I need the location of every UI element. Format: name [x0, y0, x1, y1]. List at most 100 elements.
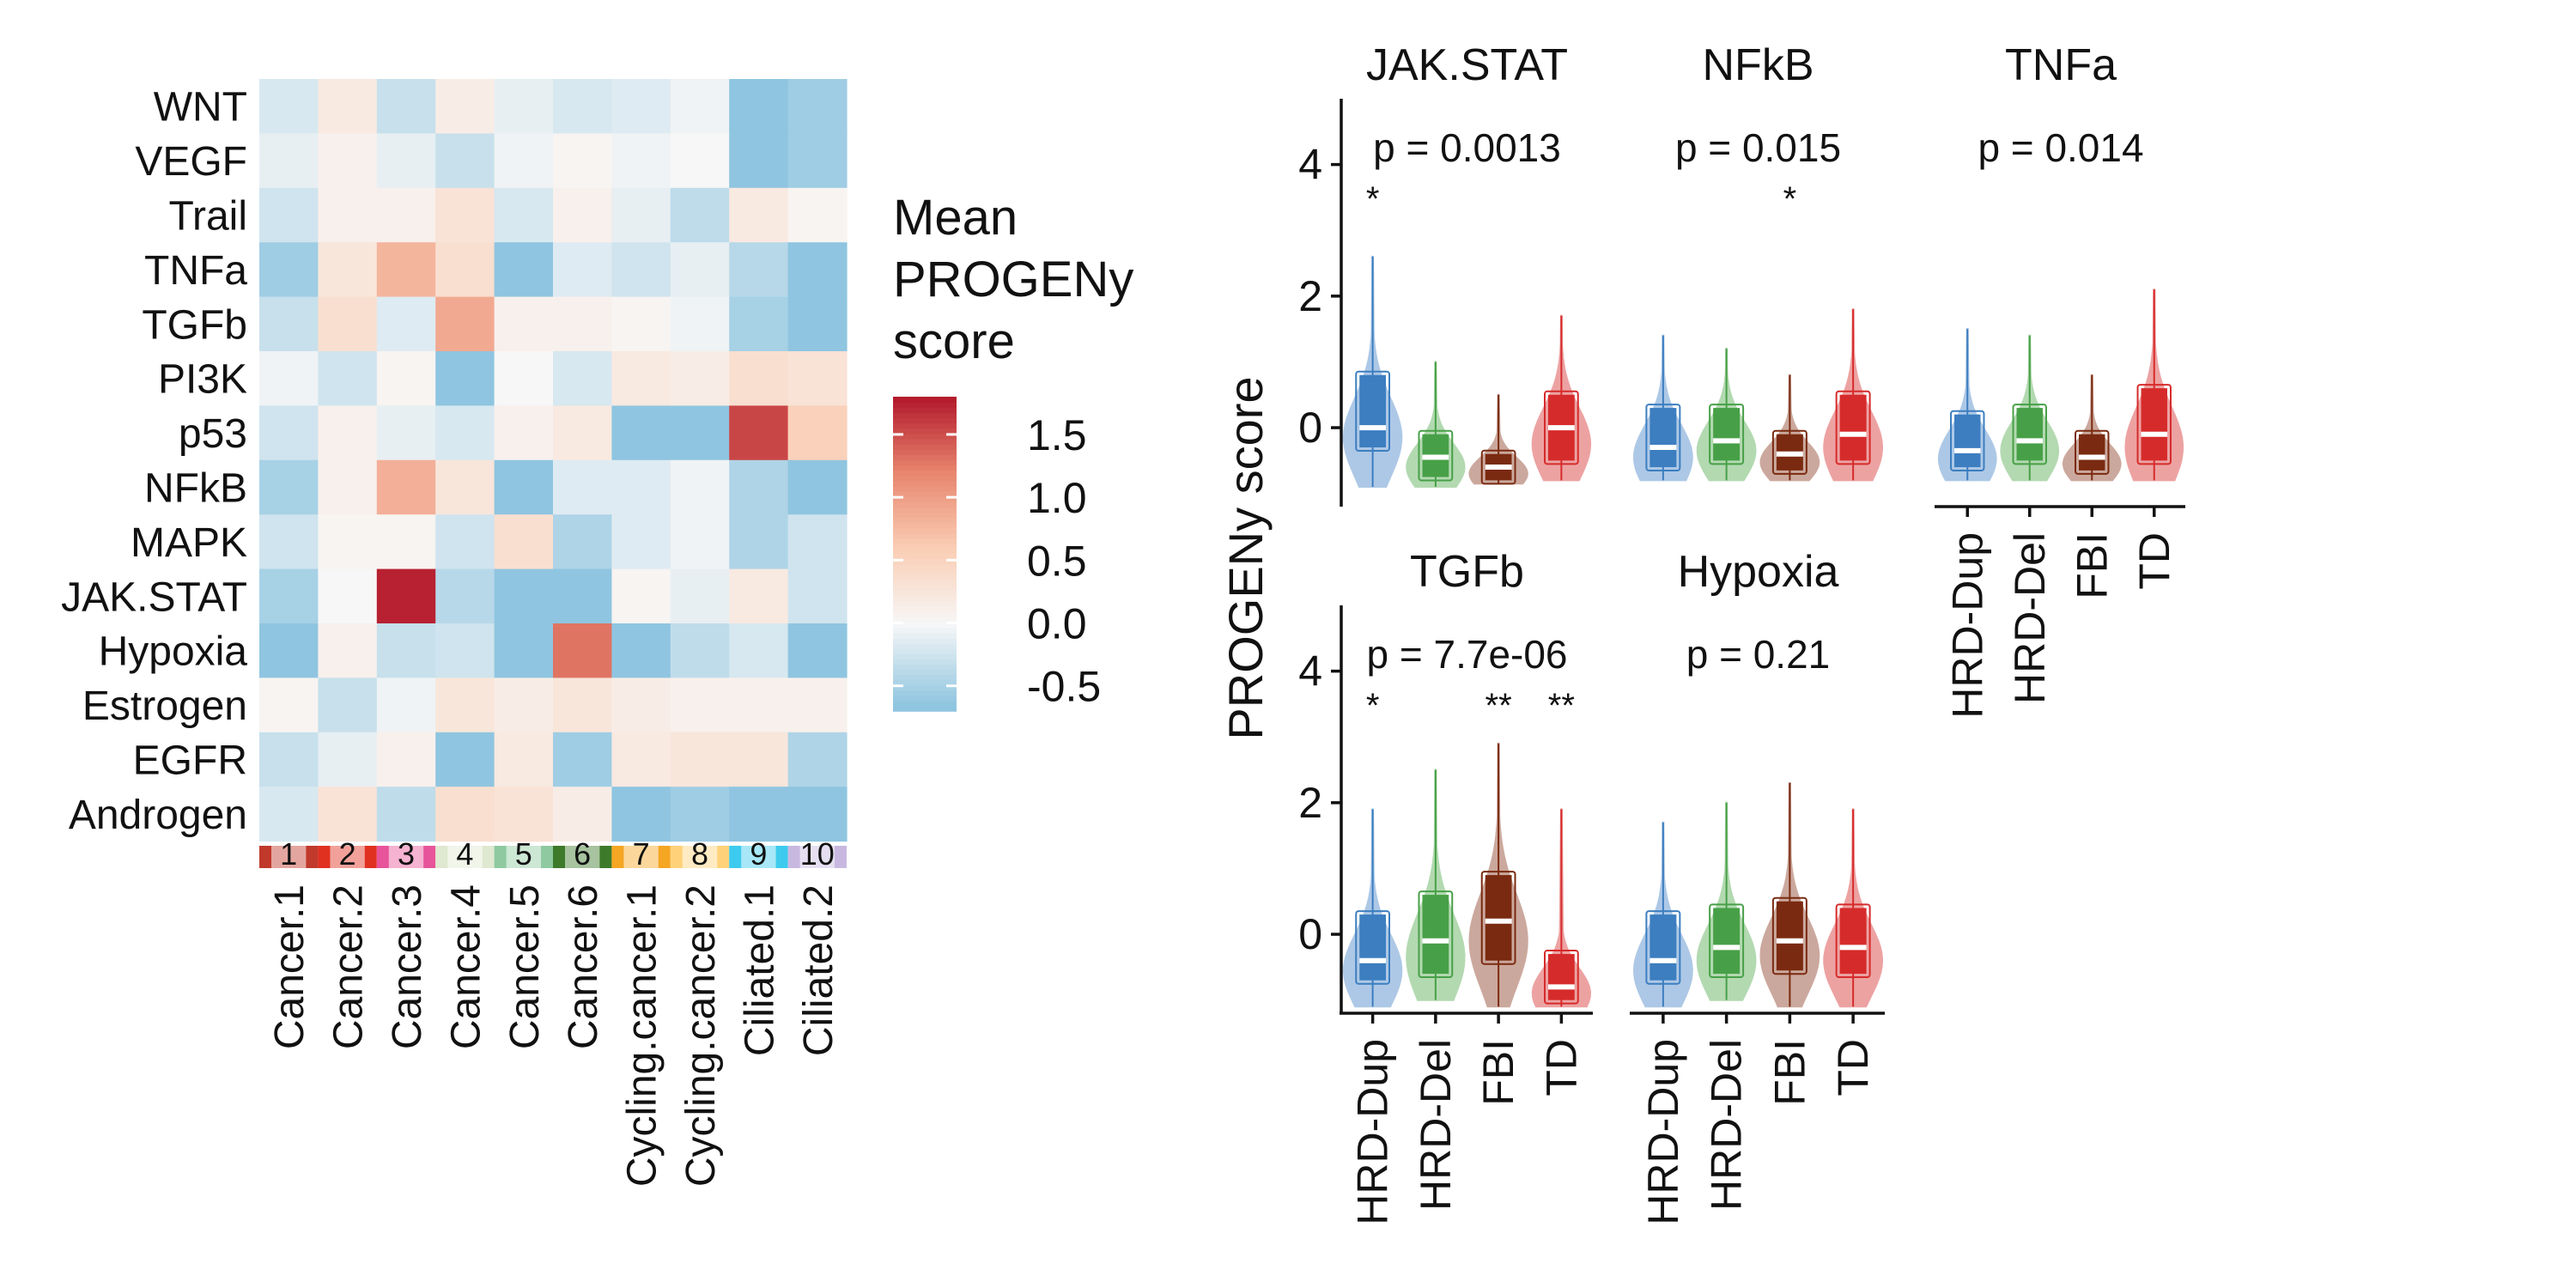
- legend-gradient-band: [893, 647, 957, 654]
- heatmap-cell: [435, 187, 495, 243]
- heatmap-cell: [494, 405, 554, 461]
- legend-gradient-band: [893, 590, 957, 597]
- heatmap-cell: [259, 351, 319, 406]
- box-body: [2016, 408, 2043, 461]
- violin-panel: NFkB p = 0.015 *: [1633, 40, 1884, 482]
- heatmap-column-label: Cancer.1: [267, 884, 313, 1049]
- legend-tick-label: 0.0: [1027, 600, 1087, 648]
- x-tick-label: FBI: [1765, 1039, 1814, 1106]
- heatmap-column-label: Cancer.3: [385, 884, 430, 1049]
- heatmap-cell: [318, 242, 378, 298]
- cluster-number-label: 1: [280, 836, 297, 872]
- heatmap-cell: [670, 187, 730, 243]
- heatmap-cell: [259, 79, 319, 134]
- heatmap-cell: [435, 623, 495, 678]
- heatmap-cell: [259, 514, 319, 570]
- legend-gradient-band: [893, 627, 957, 634]
- heatmap-cell: [318, 79, 378, 134]
- heatmap-cell: [318, 296, 378, 352]
- heatmap-cell: [553, 514, 612, 570]
- heatmap-cell: [435, 514, 495, 570]
- box-body: [1422, 895, 1449, 975]
- legend-gradient-band: [893, 585, 957, 592]
- legend-gradient-band: [893, 501, 957, 507]
- heatmap-cell: [670, 514, 730, 570]
- legend-title-line: Mean: [893, 190, 1018, 246]
- cluster-annotation-highlight: [682, 846, 718, 868]
- significance-star: *: [1366, 687, 1380, 725]
- box-outline: [1709, 903, 1745, 979]
- legend-gradient-band: [893, 433, 957, 440]
- legend-gradient-band: [893, 564, 957, 571]
- heatmap-cell: [611, 787, 671, 842]
- heatmap-row-label: WNT: [154, 85, 247, 131]
- y-tick-label: 2: [1298, 779, 1322, 827]
- heatmap-cell: [611, 79, 671, 134]
- heatmap-row-label: TGFb: [142, 302, 247, 348]
- violin-panel: Hypoxia p = 0.21 HRD-Dup HRD-Del FBI TD: [1630, 547, 1885, 1225]
- heatmap-cell: [435, 133, 495, 189]
- box-outline: [1418, 890, 1454, 979]
- heatmap-cell: [494, 459, 554, 515]
- heatmap-cell: [729, 623, 789, 678]
- significance-star: **: [1548, 687, 1575, 725]
- box-body: [1954, 414, 1981, 468]
- heatmap-cell: [553, 787, 612, 842]
- heatmap-column-label: Cancer.5: [502, 884, 548, 1049]
- legend-gradient-band: [893, 512, 957, 519]
- cluster-number-label: 2: [339, 836, 356, 872]
- heatmap-cell: [376, 79, 436, 134]
- legend-gradient-band: [893, 574, 957, 581]
- heatmap-row-label: Androgen: [69, 793, 247, 838]
- heatmap-cell: [787, 351, 848, 406]
- legend-gradient-band: [893, 454, 957, 460]
- legend-gradient-band: [893, 485, 957, 492]
- cluster-annotation-highlight: [388, 846, 424, 868]
- heatmap-cell: [553, 623, 612, 678]
- heatmap-cell: [318, 623, 378, 678]
- panel-title: TGFb: [1410, 547, 1524, 597]
- x-tick-label: TD: [2130, 532, 2178, 590]
- heatmap-cell: [729, 351, 789, 406]
- legend-gradient-band: [893, 397, 957, 403]
- box-body: [1649, 914, 1677, 981]
- heatmap-cell: [259, 405, 319, 461]
- violin-panel: TNFa p = 0.014 HRD-Dup HRD-Del FBI TD: [1935, 40, 2185, 719]
- legend-gradient-band: [893, 495, 957, 502]
- heatmap-cell: [670, 459, 730, 515]
- heatmap-cell: [729, 787, 789, 842]
- legend-gradient-band: [893, 507, 957, 513]
- violin-panel: TGFb p = 7.7e-06 0 2 4 * HRD-Dup HRD-Del ** FBI **…: [1298, 547, 1593, 1225]
- heatmap-cell: [787, 79, 848, 134]
- legend-gradient-band: [893, 684, 957, 691]
- heatmap-cell: [611, 296, 671, 352]
- legend-tick-label: 0.5: [1027, 537, 1087, 585]
- heatmap-cell: [376, 514, 436, 570]
- legend-gradient-band: [893, 517, 957, 524]
- heatmap-cell: [494, 514, 554, 570]
- legend-gradient-band: [893, 548, 957, 555]
- panel-title: TNFa: [2005, 40, 2117, 90]
- heatmap-cell: [376, 732, 436, 787]
- legend-title-line: PROGENy: [893, 252, 1133, 307]
- cluster-annotation-highlight: [799, 846, 835, 868]
- legend-tick-label: 1.5: [1027, 411, 1087, 459]
- heatmap-cell: [553, 133, 612, 189]
- heatmap-cell: [787, 787, 848, 842]
- box-body: [1713, 908, 1741, 975]
- heatmap-cell: [611, 732, 671, 787]
- legend-gradient-band: [893, 705, 957, 712]
- heatmap-cell: [553, 405, 612, 461]
- x-tick-label: FBI: [2068, 532, 2116, 599]
- panel-pvalue: p = 0.014: [1978, 125, 2143, 170]
- legend-gradient-band: [893, 470, 957, 477]
- heatmap-cell: [494, 677, 554, 733]
- heatmap-cell: [494, 787, 554, 842]
- panel-title: JAK.STAT: [1366, 40, 1568, 90]
- heatmap-cell: [318, 351, 378, 406]
- cluster-number-label: 8: [691, 836, 708, 872]
- legend-gradient-band: [893, 637, 957, 644]
- box-outline: [1480, 871, 1516, 965]
- box-outline: [1771, 896, 1807, 975]
- y-tick-label: 4: [1298, 647, 1322, 696]
